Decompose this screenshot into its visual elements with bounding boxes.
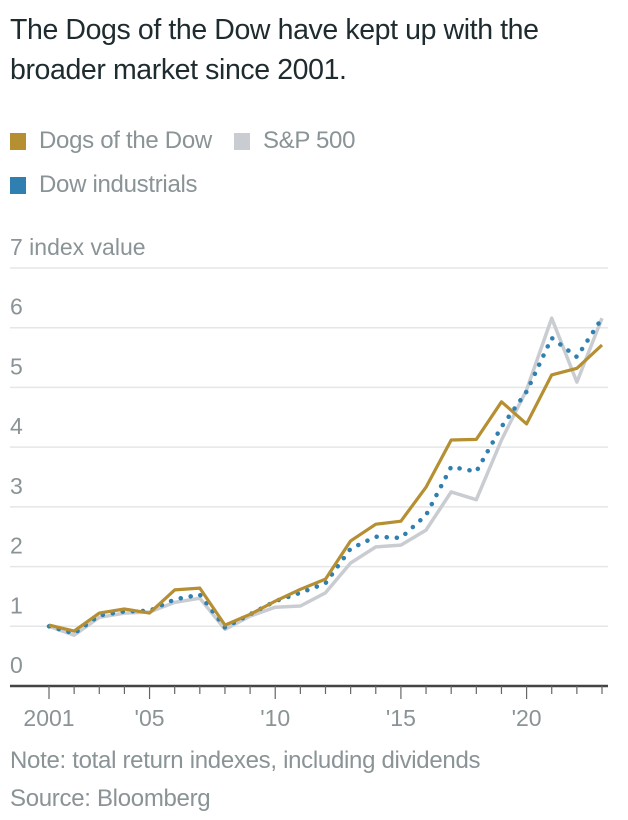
x-tick-label: '20 [512,705,542,731]
legend-swatch-sp500 [233,132,250,150]
series-lines [46,315,605,637]
y-tick-label: 3 [10,473,23,499]
series-line-dogs-of-the-dow [48,343,604,633]
legend-label-dow: Dow industrials [39,171,198,198]
x-tick-label: '10 [260,705,290,731]
y-tick-label: 1 [10,592,23,618]
legend-label-dogs: Dogs of the Dow [39,127,212,154]
y-axis-labels: 0 1 2 3 4 5 6 7 index value [10,234,146,678]
y-tick-label: 0 [10,652,23,678]
legend-label-sp500: S&P 500 [262,127,356,154]
x-axis: 2001 '05 '10 '15 '20 [10,684,608,731]
series-line-dow-industrials [46,315,605,636]
x-tick-label: '15 [386,705,416,731]
legend-item-dogs: Dogs of the Dow [10,127,212,155]
y-tick-label: 6 [10,294,23,320]
legend: Dogs of the Dow S&P 500 Dow industrials [10,122,610,210]
y-tick-label: 5 [10,353,23,379]
legend-item-dow: Dow industrials [10,171,198,199]
gridlines [10,267,608,628]
chart-note: Note: total return indexes, including di… [10,747,481,774]
chart-source: Source: Bloomberg [10,785,211,812]
legend-swatch-dogs [10,132,26,150]
x-tick-label: '05 [135,705,165,731]
series-line-s-p-500 [48,316,604,637]
x-tick-label: 2001 [23,705,74,731]
chart-title: The Dogs of the Dow have kept up with th… [10,14,539,86]
y-tick-label: 4 [10,413,23,439]
y-tick-label: 7 index value [10,234,146,260]
legend-swatch-dow [10,176,26,194]
legend-item-sp500: S&P 500 [233,127,356,155]
y-tick-label: 2 [10,533,23,559]
